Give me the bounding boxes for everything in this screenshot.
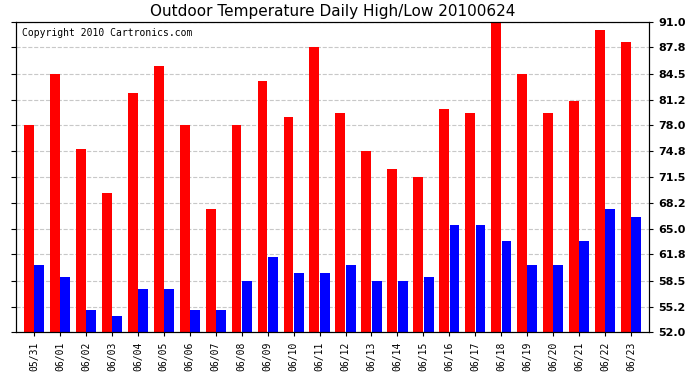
Bar <box>102 193 112 332</box>
Bar <box>372 280 382 332</box>
Bar <box>232 125 241 332</box>
Bar <box>24 125 34 332</box>
Bar <box>440 110 449 332</box>
Bar <box>112 316 122 332</box>
Bar <box>502 241 511 332</box>
Bar <box>475 225 486 332</box>
Bar <box>595 30 605 332</box>
Bar <box>60 277 70 332</box>
Bar <box>164 289 174 332</box>
Bar <box>138 289 148 332</box>
Bar <box>362 151 371 332</box>
Bar <box>257 81 268 332</box>
Bar <box>34 265 44 332</box>
Bar <box>424 277 433 332</box>
Bar <box>465 113 475 332</box>
Bar <box>580 241 589 332</box>
Bar <box>569 101 579 332</box>
Bar <box>179 125 190 332</box>
Bar <box>76 149 86 332</box>
Bar <box>216 310 226 332</box>
Bar <box>543 113 553 332</box>
Bar <box>387 169 397 332</box>
Bar <box>294 273 304 332</box>
Bar <box>335 113 345 332</box>
Bar <box>242 280 252 332</box>
Bar <box>190 310 200 332</box>
Bar <box>50 74 60 332</box>
Text: Copyright 2010 Cartronics.com: Copyright 2010 Cartronics.com <box>22 28 193 38</box>
Bar <box>284 117 293 332</box>
Bar <box>553 265 563 332</box>
Bar <box>154 66 164 332</box>
Bar <box>605 209 615 332</box>
Bar <box>320 273 330 332</box>
Bar <box>491 22 501 332</box>
Bar <box>631 217 641 332</box>
Bar <box>397 280 408 332</box>
Bar <box>268 257 278 332</box>
Bar <box>346 265 355 332</box>
Bar <box>86 310 96 332</box>
Bar <box>450 225 460 332</box>
Bar <box>128 93 137 332</box>
Bar <box>413 177 423 332</box>
Bar <box>206 209 215 332</box>
Bar <box>517 74 527 332</box>
Bar <box>527 265 538 332</box>
Title: Outdoor Temperature Daily High/Low 20100624: Outdoor Temperature Daily High/Low 20100… <box>150 4 515 19</box>
Bar <box>621 42 631 332</box>
Bar <box>309 47 319 332</box>
